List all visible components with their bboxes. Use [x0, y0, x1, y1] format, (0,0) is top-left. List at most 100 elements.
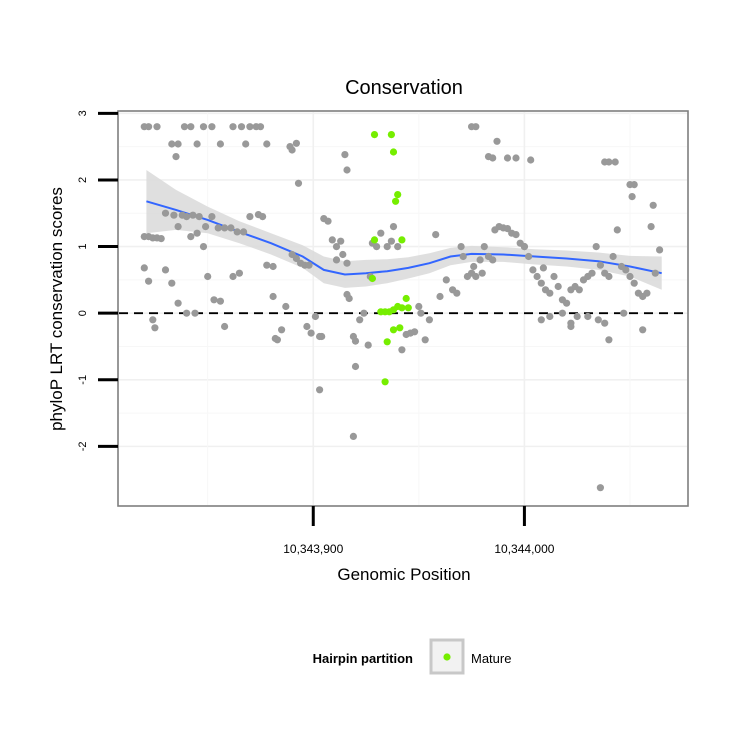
data-point-other [227, 224, 235, 232]
data-point-other [351, 362, 360, 371]
data-point-other [332, 243, 341, 251]
data-point-other [263, 261, 271, 269]
data-point-other [584, 312, 592, 321]
data-point-other [470, 262, 478, 271]
data-point-other [649, 201, 657, 209]
data-point-other [436, 292, 444, 301]
data-point-other [601, 319, 609, 327]
data-point-mature [389, 148, 398, 156]
data-point-other [229, 123, 237, 131]
data-point-other [394, 243, 402, 251]
data-point-other [240, 228, 248, 236]
points-other [140, 123, 664, 492]
data-point-other [421, 336, 429, 344]
data-point-other [364, 341, 372, 349]
legend-key-box [429, 638, 465, 675]
data-point-other [278, 326, 286, 334]
data-point-other [161, 266, 170, 274]
data-point-other [611, 158, 619, 166]
y-tick-label: 3 [77, 110, 89, 116]
data-point-other [596, 484, 605, 492]
data-point-mature [389, 326, 398, 334]
data-point-other [305, 261, 313, 269]
data-point-other [202, 223, 210, 231]
data-point-other [195, 213, 203, 221]
data-point-other [480, 243, 488, 251]
data-point-other [343, 166, 351, 174]
legend-label-mature: Mature [471, 651, 511, 666]
legend-title: Hairpin partition [313, 651, 413, 666]
data-point-other [360, 309, 368, 317]
data-point-other [199, 243, 208, 251]
y-tick-label: 2 [77, 177, 89, 183]
data-point-other [174, 140, 182, 148]
data-point-other [620, 309, 628, 317]
data-point-other [193, 140, 201, 148]
data-point-other [191, 309, 199, 317]
data-point-other [216, 140, 224, 148]
data-point-other [343, 259, 351, 267]
data-point-other [193, 229, 201, 237]
data-point-other [233, 228, 241, 236]
data-point-mature [398, 304, 406, 312]
data-point-other [183, 309, 191, 317]
data-point-other [288, 146, 296, 154]
data-point-other [161, 209, 170, 217]
data-point-other [189, 211, 197, 219]
data-point-other [415, 302, 423, 311]
data-point-other [605, 336, 613, 344]
data-point-other [210, 296, 218, 304]
data-point-other [282, 302, 290, 311]
data-point-other [539, 264, 548, 272]
data-point-mature [396, 324, 404, 332]
data-point-mature [383, 338, 391, 346]
data-point-other [529, 266, 537, 274]
data-point-other [472, 272, 480, 281]
data-point-other [145, 123, 153, 131]
data-point-mature [370, 236, 379, 244]
data-point-other [208, 213, 216, 221]
data-point-other [489, 256, 497, 264]
data-point-other [174, 223, 182, 231]
data-point-other [628, 193, 636, 201]
x-axis-label: Genomic Position [337, 565, 470, 584]
data-point-other [373, 243, 381, 251]
data-point-mature [398, 236, 406, 244]
data-point-other [269, 262, 277, 271]
data-point-other [411, 328, 419, 336]
data-point-other [512, 231, 520, 239]
data-point-other [457, 243, 465, 251]
data-point-other [180, 123, 189, 131]
data-point-other [168, 140, 176, 148]
data-point-other [605, 272, 613, 281]
data-point-other [425, 316, 433, 324]
data-point-other [554, 282, 562, 291]
data-point-other [351, 337, 360, 345]
data-point-other [208, 123, 216, 131]
data-point-other [626, 272, 634, 281]
data-point-other [153, 123, 161, 131]
data-point-other [489, 154, 497, 162]
data-point-other [214, 224, 222, 232]
data-point-other [546, 289, 554, 297]
data-point-other [503, 154, 512, 162]
data-point-other [140, 264, 148, 272]
data-point-other [527, 156, 535, 164]
chart-title: Conservation [345, 77, 463, 99]
y-tick-label: -2 [77, 442, 89, 452]
data-point-other [259, 213, 267, 221]
data-point-other [318, 332, 326, 341]
data-point-other [229, 272, 237, 281]
data-point-other [596, 261, 605, 269]
data-point-other [187, 123, 195, 131]
data-point-other [592, 243, 600, 251]
data-point-other [151, 324, 159, 332]
data-point-other [630, 181, 638, 189]
data-point-other [609, 252, 617, 261]
data-point-other [563, 299, 571, 307]
data-point-other [356, 316, 364, 324]
legend-key-mature-dot [443, 653, 451, 661]
data-point-other [453, 289, 461, 297]
data-point-other [292, 254, 300, 263]
data-point-other [170, 211, 178, 219]
